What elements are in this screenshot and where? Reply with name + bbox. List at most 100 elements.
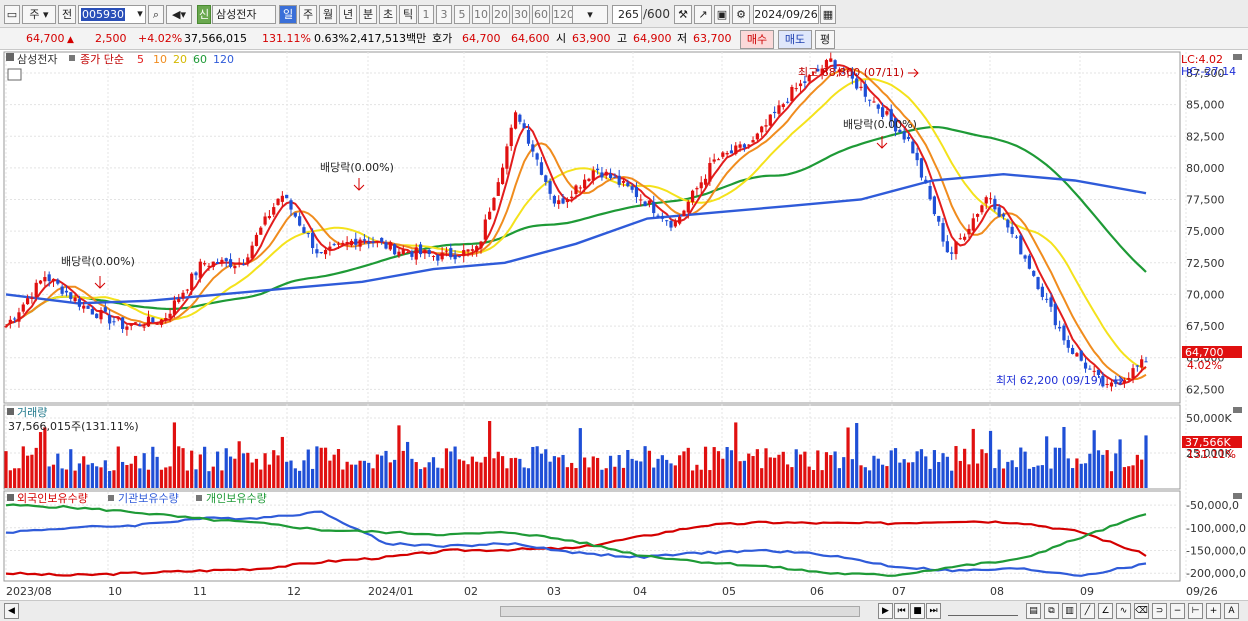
pane-close-icon[interactable]: [1233, 54, 1242, 60]
candle-body: [259, 227, 263, 235]
volume-bar: [855, 423, 859, 488]
period-6-button[interactable]: 틱: [399, 5, 417, 24]
stock-chart[interactable]: 87,500 85,000 82,500 80,000 77,500 75,000 72,5…: [0, 50, 1248, 621]
volume-bar: [742, 460, 747, 488]
pane-close-icon[interactable]: [1233, 407, 1242, 413]
volume-tick-label: 50,000K: [1186, 412, 1232, 425]
period-2-button[interactable]: 월: [319, 5, 337, 24]
type-select[interactable]: 주 ▾: [22, 5, 56, 24]
candle-body: [760, 126, 764, 133]
volume-bar: [4, 451, 8, 488]
period-1-button[interactable]: 주: [299, 5, 317, 24]
eraser-icon[interactable]: ⌫: [1134, 603, 1149, 619]
volume-bar: [811, 470, 816, 488]
magnet-icon[interactable]: ⊃: [1152, 603, 1167, 619]
candle-body: [725, 152, 729, 155]
stop-icon[interactable]: ■: [910, 603, 925, 619]
speaker-icon[interactable]: ◀▾: [166, 5, 192, 24]
candle-body: [919, 158, 924, 178]
volume-bar: [950, 470, 954, 488]
candle-body: [453, 254, 457, 260]
pane-handle-icon[interactable]: [7, 408, 14, 415]
count-input[interactable]: 265: [612, 5, 642, 24]
volume-bar: [686, 447, 690, 488]
volume-bar: [254, 458, 259, 488]
interval-3-button[interactable]: 3: [436, 5, 452, 24]
volume-bar: [820, 470, 824, 488]
chart-type-icon[interactable]: ▥: [1062, 603, 1077, 619]
price-tick-label: 80,000: [1186, 162, 1225, 175]
pane-handle-icon[interactable]: [6, 53, 14, 61]
volume-bar: [522, 467, 526, 488]
scroll-thumb[interactable]: [500, 606, 860, 617]
text-tool-icon[interactable]: A: [1224, 603, 1239, 619]
volume-bar: [82, 456, 86, 488]
scroll-left-icon[interactable]: ◀: [4, 603, 19, 619]
foreign-holding-legend: 외국인보유수량: [17, 492, 88, 505]
volume-bar: [367, 462, 371, 488]
tool-icon[interactable]: ⚒: [674, 5, 692, 24]
code-dropdown-icon[interactable]: ▾: [137, 7, 143, 20]
period-5-button[interactable]: 초: [379, 5, 397, 24]
window-icon[interactable]: ▭: [4, 5, 20, 24]
holding-pane[interactable]: [3, 490, 1181, 582]
save-icon[interactable]: ▣: [714, 5, 730, 24]
gear-icon[interactable]: ⚙: [732, 5, 750, 24]
first-page-icon[interactable]: ⏮: [894, 603, 909, 619]
legend-handle-icon[interactable]: [196, 495, 202, 501]
interval-20-button[interactable]: 20: [492, 5, 510, 24]
last-page-icon[interactable]: ⏭: [926, 603, 941, 619]
angle-tool-icon[interactable]: ∠: [1098, 603, 1113, 619]
candle-body: [120, 317, 125, 329]
interval-1-button[interactable]: 1: [418, 5, 434, 24]
volume-bar: [1131, 465, 1135, 488]
candle-body: [362, 239, 367, 241]
mode-button[interactable]: 전: [58, 5, 76, 24]
volume-bar: [414, 462, 418, 488]
volume-value: 37,566,015: [184, 32, 247, 45]
draw-icon[interactable]: ↗: [694, 5, 712, 24]
candle-body: [613, 176, 617, 178]
table-icon[interactable]: [7, 68, 22, 81]
volume-bar: [90, 463, 94, 488]
volume-bar: [1023, 451, 1027, 488]
interval-5-button[interactable]: 5: [454, 5, 470, 24]
calendar-icon[interactable]: ▦: [820, 5, 836, 24]
layout-icon[interactable]: ▤: [1026, 603, 1041, 619]
buy-button[interactable]: 매수: [740, 30, 774, 49]
sell-button[interactable]: 매도: [778, 30, 812, 49]
candle-body: [846, 70, 850, 72]
price-pane[interactable]: [3, 51, 1181, 404]
type-select-value: 주: [29, 8, 40, 21]
line-tool-icon[interactable]: ╱: [1080, 603, 1095, 619]
interval-30-button[interactable]: 30: [512, 5, 530, 24]
volume-bar: [824, 452, 829, 488]
volume-bar: [859, 465, 863, 488]
interval-10-button[interactable]: 10: [472, 5, 490, 24]
scroll-bar[interactable]: ◀ ▶ ⏮ ■ ⏭ ▤ ⧉ ▥ ╱ ∠ ∿ ⌫ ⊃ − ⊢ + A: [0, 600, 1248, 621]
period-0-button[interactable]: 일: [279, 5, 297, 24]
search-icon[interactable]: ⌕: [148, 5, 164, 24]
avg-button[interactable]: 평: [815, 30, 835, 49]
stock-code-input[interactable]: 005930: [78, 5, 146, 24]
zoom-out-icon[interactable]: −: [1170, 603, 1185, 619]
candle-body: [509, 127, 513, 147]
pane-handle-icon[interactable]: [7, 494, 14, 501]
candle-body: [380, 237, 384, 242]
zoom-slider[interactable]: [948, 606, 1018, 616]
legend-handle-icon[interactable]: [69, 55, 75, 61]
legend-handle-icon[interactable]: [108, 495, 114, 501]
wave-tool-icon[interactable]: ∿: [1116, 603, 1131, 619]
interval-60-button[interactable]: 60: [532, 5, 550, 24]
date-input[interactable]: 2024/09/26: [753, 5, 819, 24]
interval-dropdown[interactable]: ▾: [572, 5, 608, 24]
scroll-right-icon[interactable]: ▶: [878, 603, 893, 619]
period-4-button[interactable]: 분: [359, 5, 377, 24]
candle-body: [43, 277, 47, 282]
volume-bar: [673, 465, 677, 488]
copy-icon[interactable]: ⧉: [1044, 603, 1059, 619]
measure-icon[interactable]: ⊢: [1188, 603, 1203, 619]
zoom-in-icon[interactable]: +: [1206, 603, 1221, 619]
pane-close-icon[interactable]: [1233, 493, 1242, 499]
period-3-button[interactable]: 년: [339, 5, 357, 24]
